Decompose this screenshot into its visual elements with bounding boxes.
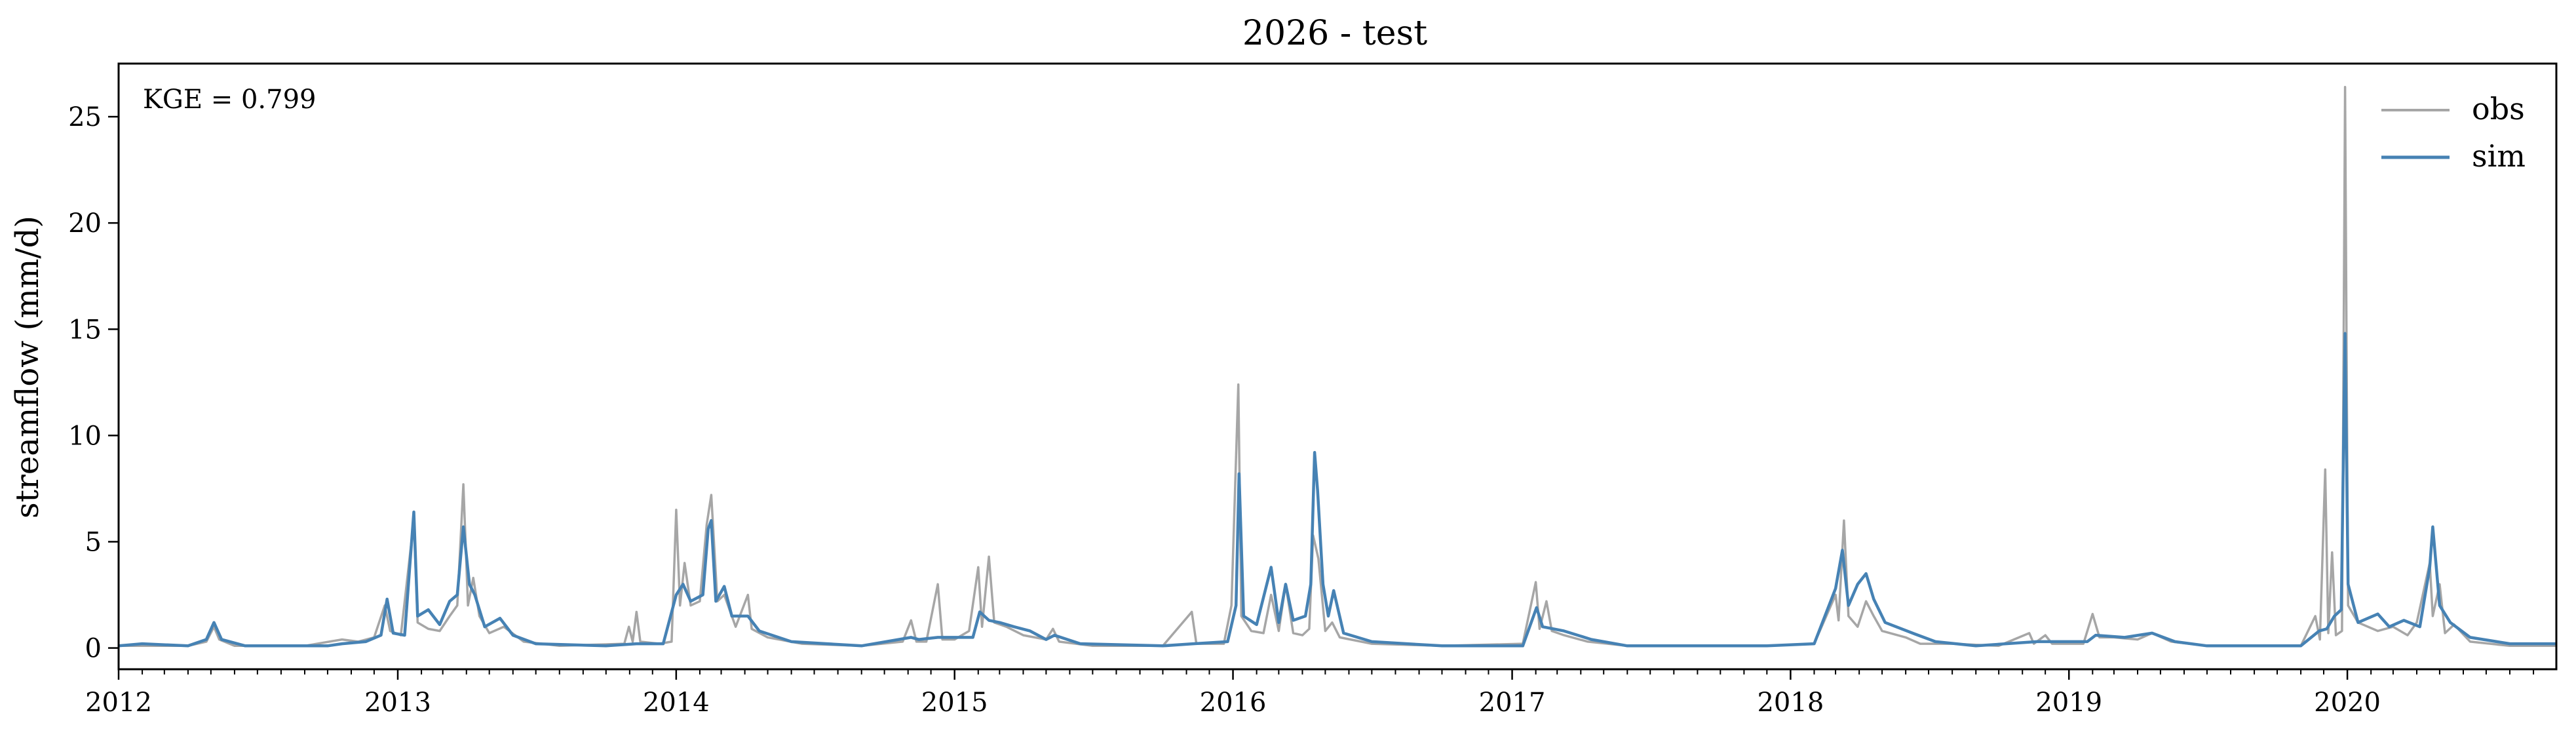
y-tick-label: 10 [68,421,102,451]
y-tick-label: 20 [68,208,102,239]
y-tick-label: 25 [68,102,102,132]
axes-frame [117,62,2558,671]
chart-title: 2026 - test [1242,14,1427,53]
series-layer [119,85,2556,648]
kge-annotation: KGE = 0.799 [143,85,317,115]
y-tick-label: 5 [85,527,102,557]
x-tick-label: 2013 [364,688,431,718]
x-tick-label: 2018 [1757,688,1824,718]
x-tick-label: 2019 [2035,688,2102,718]
legend-obs-label: obs [2472,91,2525,127]
legend-sim-label: sim [2472,138,2526,174]
x-tick-label: 2015 [921,688,988,718]
y-tick-label: 15 [68,315,102,345]
series-line-sim [119,332,2556,648]
x-tick-label: 2016 [1200,688,1267,718]
y-axis: 0 5 10 15 20 25 [68,102,119,664]
plot-area [117,62,2558,671]
x-axis: 2012 2013 2014 2015 2016 2017 2018 2019 2020 [85,669,2535,718]
x-tick-label: 2017 [1479,688,1546,718]
legend: obs sim [2381,91,2526,174]
y-tick-label: 0 [85,634,102,664]
series-line-obs [119,85,2556,648]
x-tick-label: 2014 [643,688,710,718]
x-tick-label: 2012 [85,688,152,718]
x-tick-label: 2020 [2314,688,2381,718]
y-axis-label: streamflow (mm/d) [9,216,46,518]
